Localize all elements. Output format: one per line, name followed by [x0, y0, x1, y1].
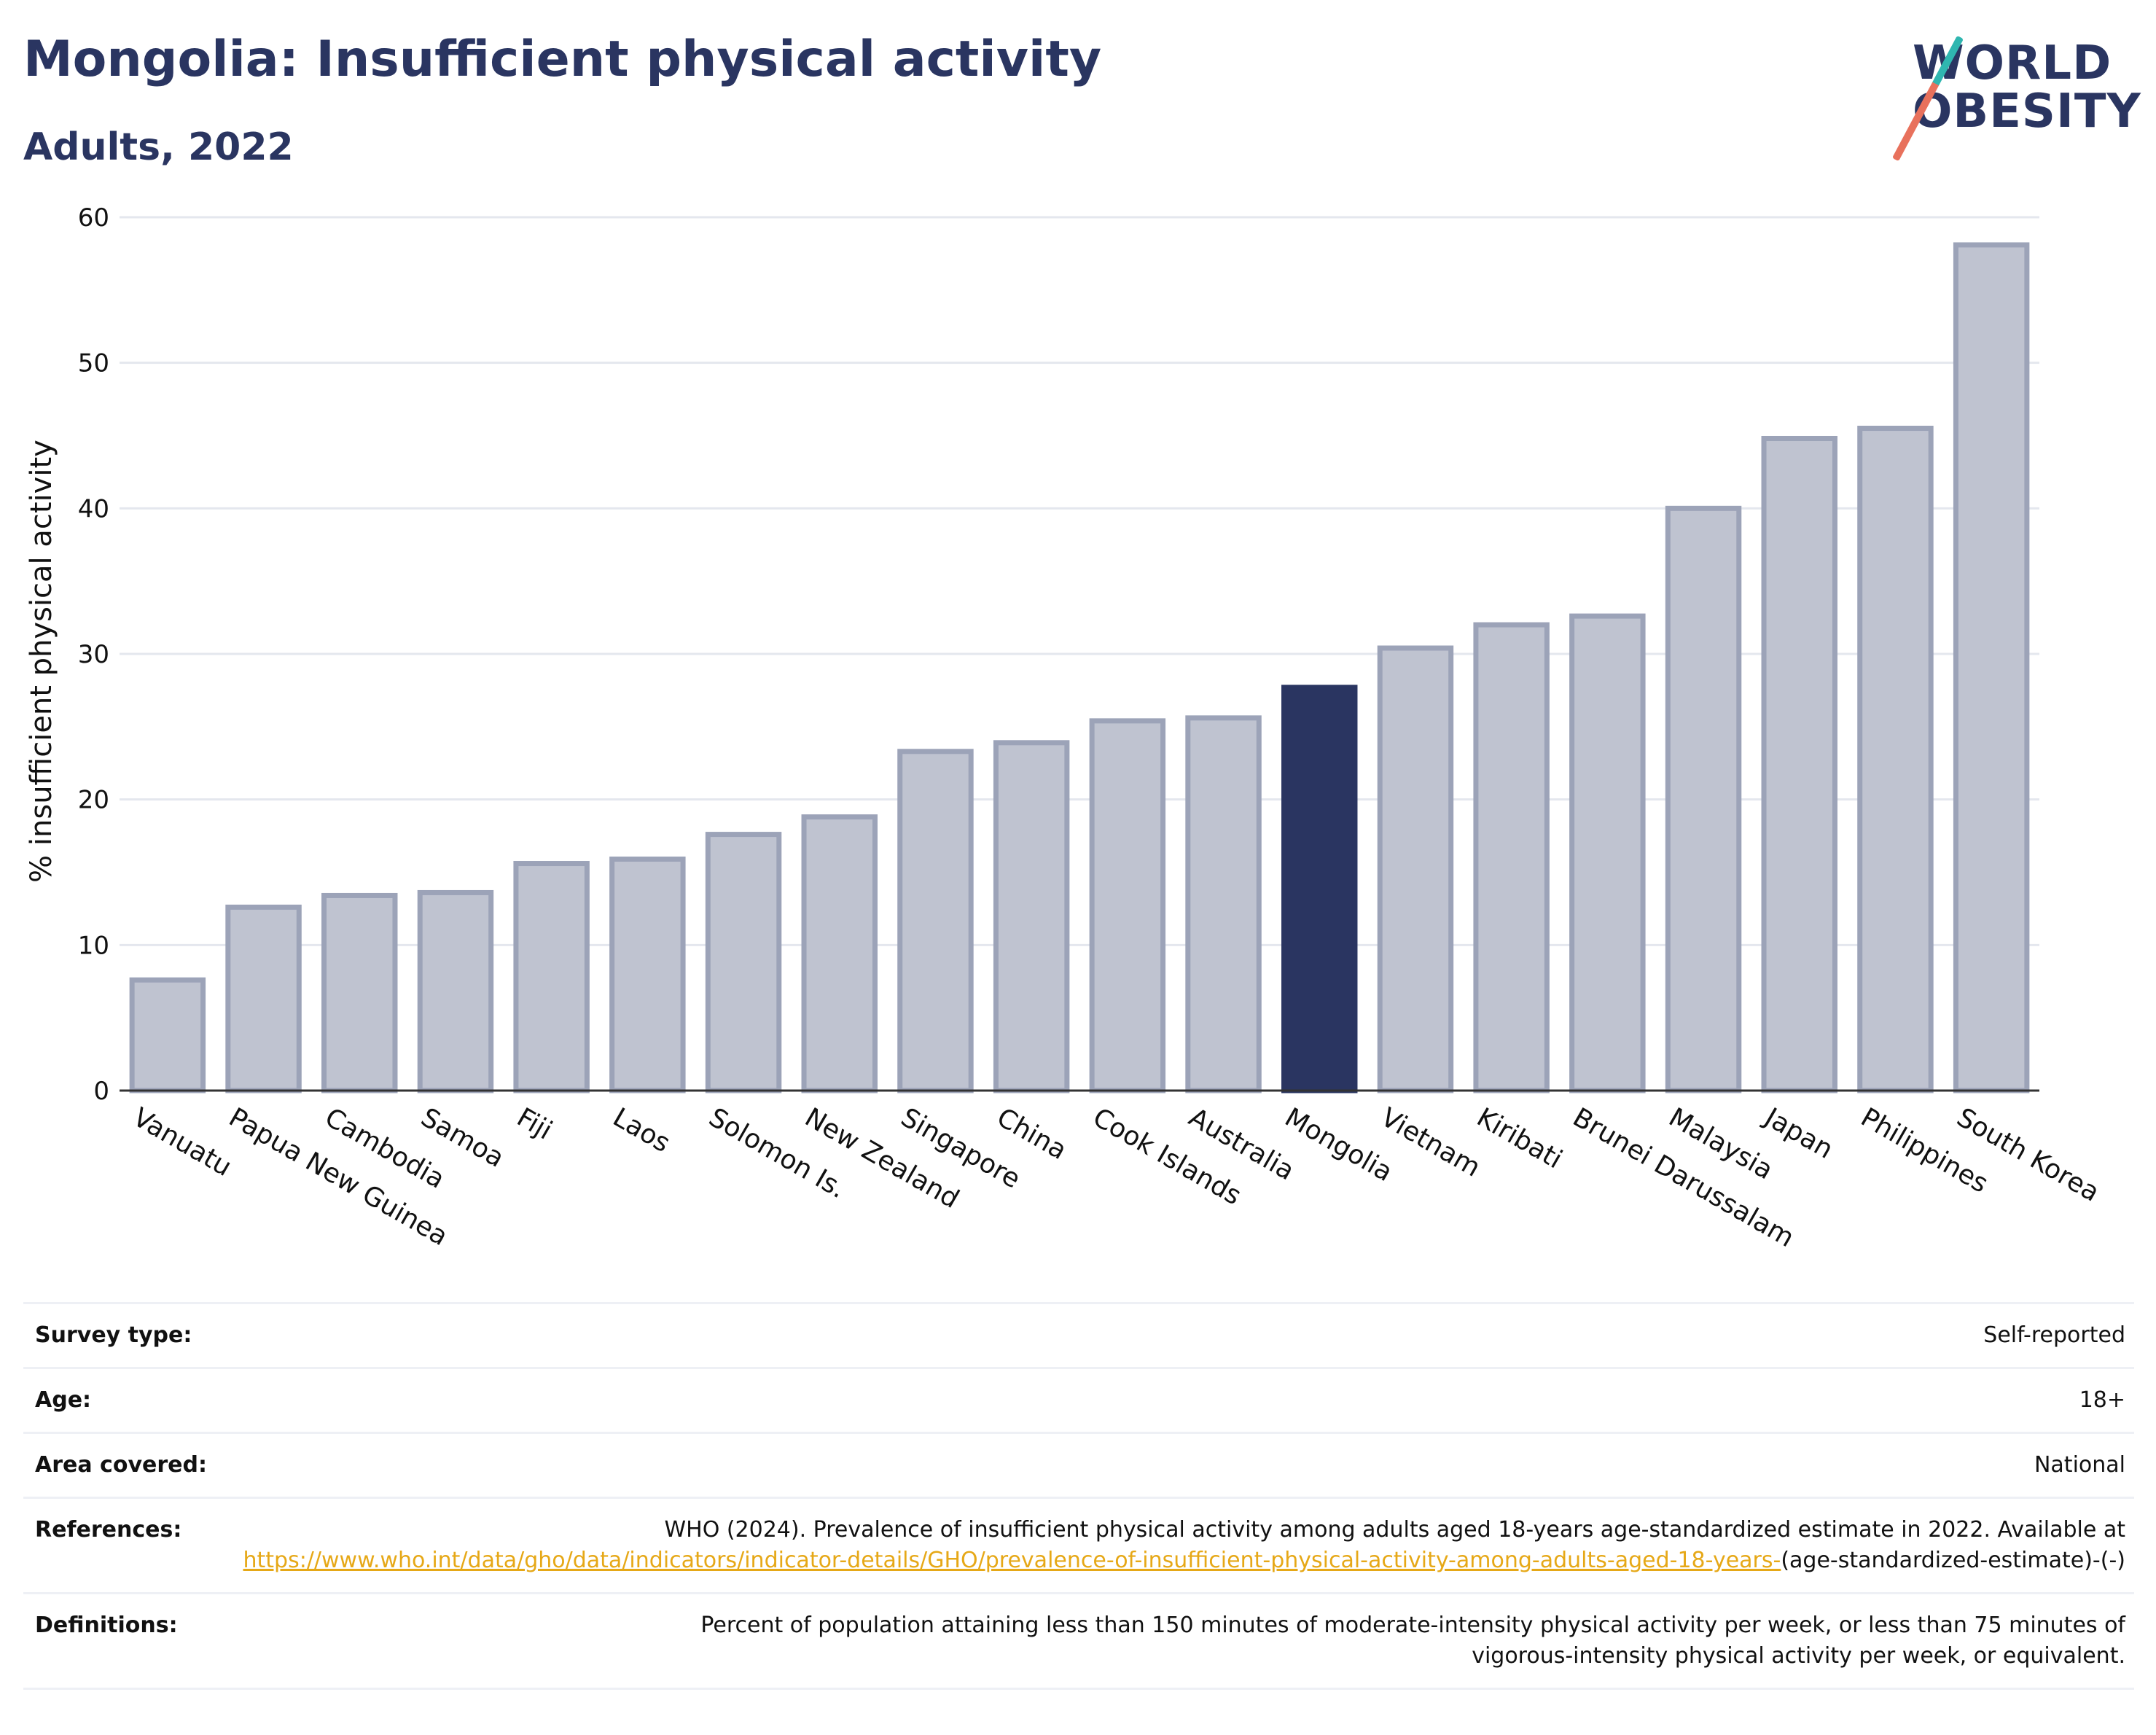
x-tick-label: Laos [608, 1102, 675, 1158]
bar-new-zealand [801, 814, 878, 1093]
bar-philippines [1857, 426, 1934, 1093]
bar-china [993, 740, 1070, 1093]
info-row-survey-type: Survey type: Self-reported [23, 1302, 2134, 1367]
bar-vanuatu [129, 977, 206, 1093]
info-value: 18+ [2079, 1387, 2125, 1413]
y-tick-label: 60 [78, 203, 109, 233]
bar-kiribati [1473, 622, 1550, 1093]
x-tick-label: Kiribati [1472, 1102, 1567, 1174]
world-obesity-logo: WORLD OBESITY [1880, 29, 2143, 162]
bar-cook-islands [1089, 718, 1166, 1093]
grid-lines [120, 216, 2039, 946]
info-label: Area covered: [35, 1452, 207, 1478]
info-table: Survey type: Self-reported Age: 18+ Area… [23, 1302, 2134, 1690]
y-tick-label: 0 [93, 1077, 109, 1106]
y-tick-label: 40 [78, 494, 109, 523]
bar-vietnam [1377, 645, 1454, 1093]
bar-singapore [897, 749, 974, 1093]
info-value: WHO (2024). Prevalence of insufficient p… [243, 1515, 2125, 1576]
bar-samoa [417, 889, 494, 1093]
info-value: Self-reported [1983, 1322, 2125, 1348]
info-label: Survey type: [35, 1322, 192, 1348]
page-subtitle: Adults, 2022 [23, 125, 294, 169]
bar-cambodia [321, 892, 398, 1093]
y-tick-label: 20 [78, 786, 109, 815]
info-row-references: References: WHO (2024). Prevalence of in… [23, 1497, 2134, 1592]
info-row-age: Age: 18+ [23, 1367, 2134, 1432]
y-tick-labels: 0 10 20 30 40 50 60 [78, 203, 109, 1106]
info-row-definitions: Definitions: Percent of population attai… [23, 1592, 2134, 1690]
bar-mongolia [1281, 685, 1358, 1093]
info-row-area-covered: Area covered: National [23, 1432, 2134, 1497]
x-tick-label: Mongolia [1280, 1102, 1398, 1188]
info-label: Definitions: [35, 1613, 178, 1638]
info-label: Age: [35, 1387, 92, 1413]
bar-laos [609, 857, 686, 1093]
info-label: References: [35, 1517, 182, 1543]
y-axis-title: % insufficient physical activity [25, 440, 58, 883]
info-value: Percent of population attaining less tha… [700, 1613, 2125, 1669]
bar-papua-new-guinea [225, 904, 302, 1093]
bar-solomon-is [705, 832, 782, 1093]
bar-japan [1761, 435, 1837, 1093]
y-tick-label: 30 [78, 640, 109, 669]
logo-word-obesity: OBESITY [1913, 85, 2141, 139]
bar-south-korea [1953, 242, 2030, 1093]
page-title: Mongolia: Insufficient physical activity [23, 31, 1102, 88]
x-tick-label: Fiji [512, 1102, 557, 1146]
x-tick-label: Vanuatu [128, 1102, 236, 1182]
bars [129, 242, 2030, 1093]
y-tick-label: 50 [78, 349, 109, 378]
reference-text: WHO (2024). Prevalence of insufficient p… [664, 1517, 2125, 1543]
reference-link[interactable]: https://www.who.int/data/gho/data/indica… [243, 1548, 1781, 1573]
bar-malaysia [1665, 505, 1742, 1093]
info-value: National [2034, 1452, 2125, 1478]
bar-fiji [513, 861, 590, 1093]
bar-australia [1185, 715, 1262, 1093]
reference-suffix: (age-standardized-estimate)-(-) [1781, 1548, 2125, 1573]
y-tick-label: 10 [78, 931, 109, 960]
bar-brunei-darussalam [1569, 613, 1646, 1093]
